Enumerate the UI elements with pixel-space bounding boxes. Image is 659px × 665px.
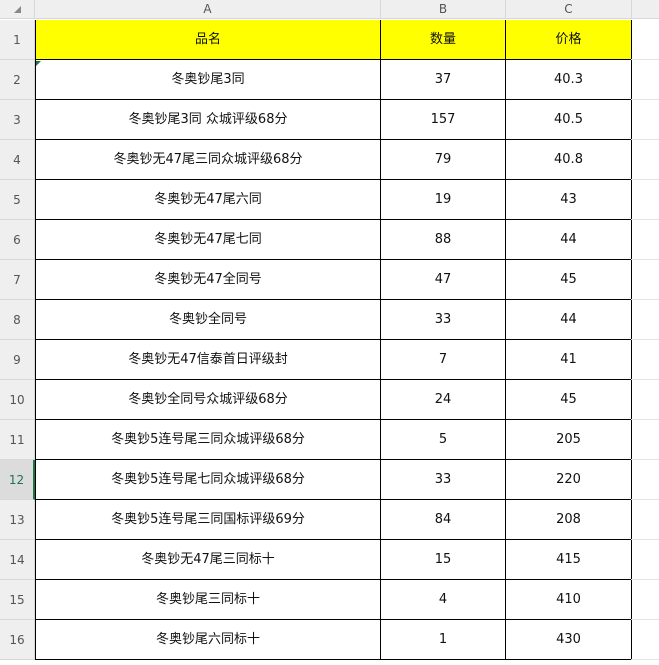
empty-cell[interactable]	[631, 260, 659, 300]
empty-cell[interactable]	[631, 20, 659, 60]
row-header[interactable]: 14	[0, 540, 35, 580]
select-all-button[interactable]	[0, 0, 35, 19]
cell-price[interactable]: 430	[506, 620, 632, 660]
row-header[interactable]: 10	[0, 380, 35, 420]
select-all-triangle-icon	[14, 6, 21, 13]
row-header[interactable]: 3	[0, 100, 35, 140]
header-cell-name[interactable]: 品名	[35, 20, 381, 60]
column-header-b[interactable]: B	[381, 0, 506, 19]
cell-name[interactable]: 冬奥钞尾3同	[35, 60, 381, 100]
empty-cell[interactable]	[631, 580, 659, 620]
empty-cell[interactable]	[631, 180, 659, 220]
cell-price[interactable]: 208	[506, 500, 632, 540]
row-header[interactable]: 4	[0, 140, 35, 180]
row-header[interactable]: 16	[0, 620, 35, 660]
row-header[interactable]: 9	[0, 340, 35, 380]
cell-name[interactable]: 冬奥钞全同号众城评级68分	[35, 380, 381, 420]
empty-cell[interactable]	[631, 380, 659, 420]
cell-qty[interactable]: 37	[381, 60, 506, 100]
empty-cell[interactable]	[631, 420, 659, 460]
cell-name[interactable]: 冬奥钞无47尾三同众城评级68分	[35, 140, 381, 180]
cell-price[interactable]: 43	[506, 180, 632, 220]
cell-qty[interactable]: 7	[381, 340, 506, 380]
row-header[interactable]: 7	[0, 260, 35, 300]
cell-price[interactable]: 40.8	[506, 140, 632, 180]
empty-cell[interactable]	[631, 620, 659, 660]
cell-qty[interactable]: 157	[381, 100, 506, 140]
empty-cell[interactable]	[631, 300, 659, 340]
row-header[interactable]: 2	[0, 60, 35, 100]
cell-price[interactable]: 40.5	[506, 100, 632, 140]
cell-qty[interactable]: 47	[381, 260, 506, 300]
row-header[interactable]: 8	[0, 300, 35, 340]
cell-price[interactable]: 44	[506, 220, 632, 260]
empty-cell[interactable]	[631, 460, 659, 500]
cell-qty[interactable]: 33	[381, 300, 506, 340]
cell-name[interactable]: 冬奥钞无47全同号	[35, 260, 381, 300]
cell-name[interactable]: 冬奥钞无47尾六同	[35, 180, 381, 220]
cell-name[interactable]: 冬奥钞无47尾七同	[35, 220, 381, 260]
row-header[interactable]: 5	[0, 180, 35, 220]
cell-name[interactable]: 冬奥钞无47尾三同标十	[35, 540, 381, 580]
cell-price[interactable]: 45	[506, 260, 632, 300]
cell-qty[interactable]: 4	[381, 580, 506, 620]
cell-name[interactable]: 冬奥钞无47信泰首日评级封	[35, 340, 381, 380]
cell-qty[interactable]: 79	[381, 140, 506, 180]
cell-price[interactable]: 44	[506, 300, 632, 340]
cell-price[interactable]: 410	[506, 580, 632, 620]
cell-qty[interactable]: 24	[381, 380, 506, 420]
row-header[interactable]: 13	[0, 500, 35, 540]
cell-price[interactable]: 45	[506, 380, 632, 420]
row-header[interactable]: 15	[0, 580, 35, 620]
cell-qty[interactable]: 33	[381, 460, 506, 500]
row-header[interactable]: 11	[0, 420, 35, 460]
cell-name[interactable]: 冬奥钞5连号尾三同国标评级69分	[35, 500, 381, 540]
cell-price[interactable]: 220	[506, 460, 632, 500]
cell-name[interactable]: 冬奥钞全同号	[35, 300, 381, 340]
empty-cell[interactable]	[631, 140, 659, 180]
row-header[interactable]: 6	[0, 220, 35, 260]
header-cell-price[interactable]: 价格	[506, 20, 632, 60]
cell-price[interactable]: 205	[506, 420, 632, 460]
column-header-a[interactable]: A	[35, 0, 381, 19]
row-header[interactable]: 1	[0, 20, 35, 60]
cell-name[interactable]: 冬奥钞5连号尾七同众城评级68分	[35, 460, 381, 500]
cell-price[interactable]: 40.3	[506, 60, 632, 100]
cell-qty[interactable]: 88	[381, 220, 506, 260]
cell-name[interactable]: 冬奥钞尾三同标十	[35, 580, 381, 620]
cell-qty[interactable]: 19	[381, 180, 506, 220]
empty-cell[interactable]	[631, 340, 659, 380]
empty-cell[interactable]	[631, 500, 659, 540]
column-header-d[interactable]	[632, 0, 659, 19]
cell-qty[interactable]: 5	[381, 420, 506, 460]
column-header-c[interactable]: C	[506, 0, 632, 19]
cell-price[interactable]: 415	[506, 540, 632, 580]
cell-name[interactable]: 冬奥钞尾六同标十	[35, 620, 381, 660]
cell-qty[interactable]: 1	[381, 620, 506, 660]
empty-cell[interactable]	[631, 540, 659, 580]
empty-cell[interactable]	[631, 60, 659, 100]
cell-price[interactable]: 41	[506, 340, 632, 380]
cell-qty[interactable]: 15	[381, 540, 506, 580]
header-cell-qty[interactable]: 数量	[381, 20, 506, 60]
row-header[interactable]: 12	[0, 460, 35, 500]
empty-cell[interactable]	[631, 100, 659, 140]
cell-name[interactable]: 冬奥钞5连号尾三同众城评级68分	[35, 420, 381, 460]
cell-comment-indicator-icon	[36, 61, 41, 66]
cell-name[interactable]: 冬奥钞尾3同 众城评级68分	[35, 100, 381, 140]
empty-cell[interactable]	[631, 220, 659, 260]
cell-qty[interactable]: 84	[381, 500, 506, 540]
